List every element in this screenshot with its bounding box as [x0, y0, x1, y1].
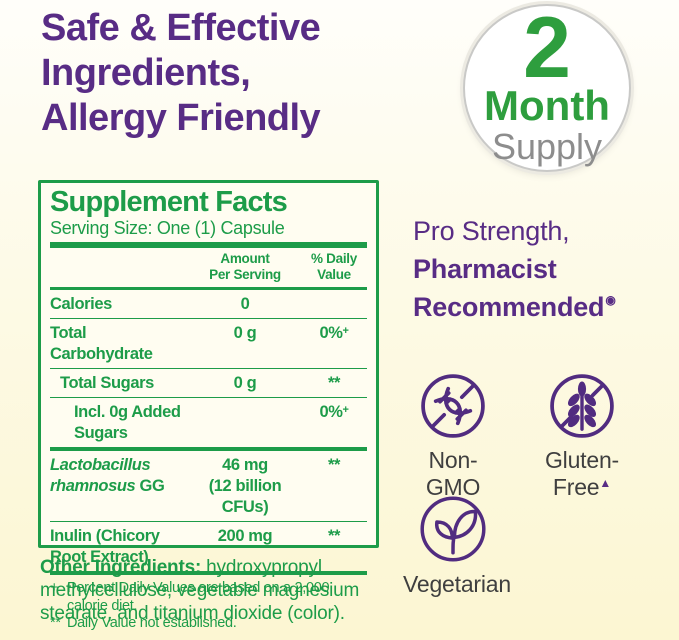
serving-size: Serving Size: One (1) Capsule	[50, 218, 285, 238]
divider-thick	[50, 242, 367, 248]
tagline-symbol: ◉	[605, 293, 616, 307]
other-ingredients-text: hydroxypropyl methylcellulose, vegetable…	[40, 557, 360, 624]
tagline: Pro Strength, Pharmacist Recommended◉	[413, 212, 616, 331]
headline-line-2: Ingredients,	[41, 52, 251, 94]
row-divider	[50, 397, 367, 398]
row-divider	[50, 368, 367, 369]
tagline-line-2: Pharmacist	[413, 254, 557, 284]
row-divider	[50, 521, 367, 522]
divider-medium	[50, 571, 367, 575]
feature-label: Non-GMO	[425, 447, 481, 500]
feature-badge-gluten-free: Gluten-Free▲	[518, 372, 646, 501]
divider-medium	[50, 447, 367, 451]
tagline-line-3: Recommended◉	[413, 292, 616, 322]
supply-badge: 2 Month Supply	[463, 4, 631, 172]
non-gmo-icon	[403, 372, 503, 440]
table-row-total-carbohydrate: Total Carbohydrate 0 g 0%+	[50, 324, 349, 363]
feature-badge-vegetarian: Vegetarian	[403, 494, 511, 598]
tagline-line-1: Pro Strength,	[413, 216, 570, 246]
column-headers: Amount Per Serving % Daily Value	[50, 248, 367, 287]
triangle-marker-icon: ▲	[599, 476, 612, 490]
table-row-lactobacillus: Lactobacillus rhamnosus GG 46 mg (12 bil…	[50, 456, 341, 516]
table-row-added-sugars: Incl. 0g Added Sugars 0%+	[74, 403, 349, 442]
column-header-daily-value: % Daily Value	[311, 251, 357, 282]
column-header-amount: Amount Per Serving	[209, 251, 281, 282]
supplement-facts-panel: Supplement Facts Serving Size: One (1) C…	[38, 180, 379, 631]
vegetarian-icon	[403, 494, 503, 564]
headline: Safe & Effective Ingredients, Allergy Fr…	[41, 6, 471, 141]
other-ingredients-label: Other Ingredients:	[40, 557, 202, 578]
table-row-total-sugars: Total Sugars 0 g **	[60, 374, 341, 392]
table-row-inulin: Inulin (Chicory Root Extract) 200 mg **	[50, 527, 341, 566]
divider-medium	[50, 287, 367, 290]
other-ingredients: Other Ingredients: hydroxypropyl methylc…	[40, 556, 385, 625]
supply-unit: Month	[484, 82, 610, 129]
supply-number: 2	[523, 0, 571, 96]
headline-line-3: Allergy Friendly	[41, 97, 321, 139]
footnote-daily-values: + Percent Daily Values are based on a 2,…	[50, 580, 330, 614]
footnote-not-established: ** Daily Value not established.	[50, 615, 237, 631]
headline-line-1: Safe & Effective	[41, 7, 321, 49]
feature-badge-non-gmo: Non-GMO	[403, 372, 503, 501]
row-divider	[50, 318, 367, 319]
feature-label: Gluten-Free▲	[544, 447, 620, 500]
feature-label: Vegetarian	[403, 571, 511, 597]
table-row-calories: Calories 0	[50, 295, 250, 313]
footnotes: + Percent Daily Values are based on a 2,…	[50, 575, 367, 633]
supplement-facts-title: Supplement Facts	[50, 186, 288, 218]
supply-label: Supply	[491, 126, 603, 167]
gluten-free-icon	[518, 372, 646, 440]
